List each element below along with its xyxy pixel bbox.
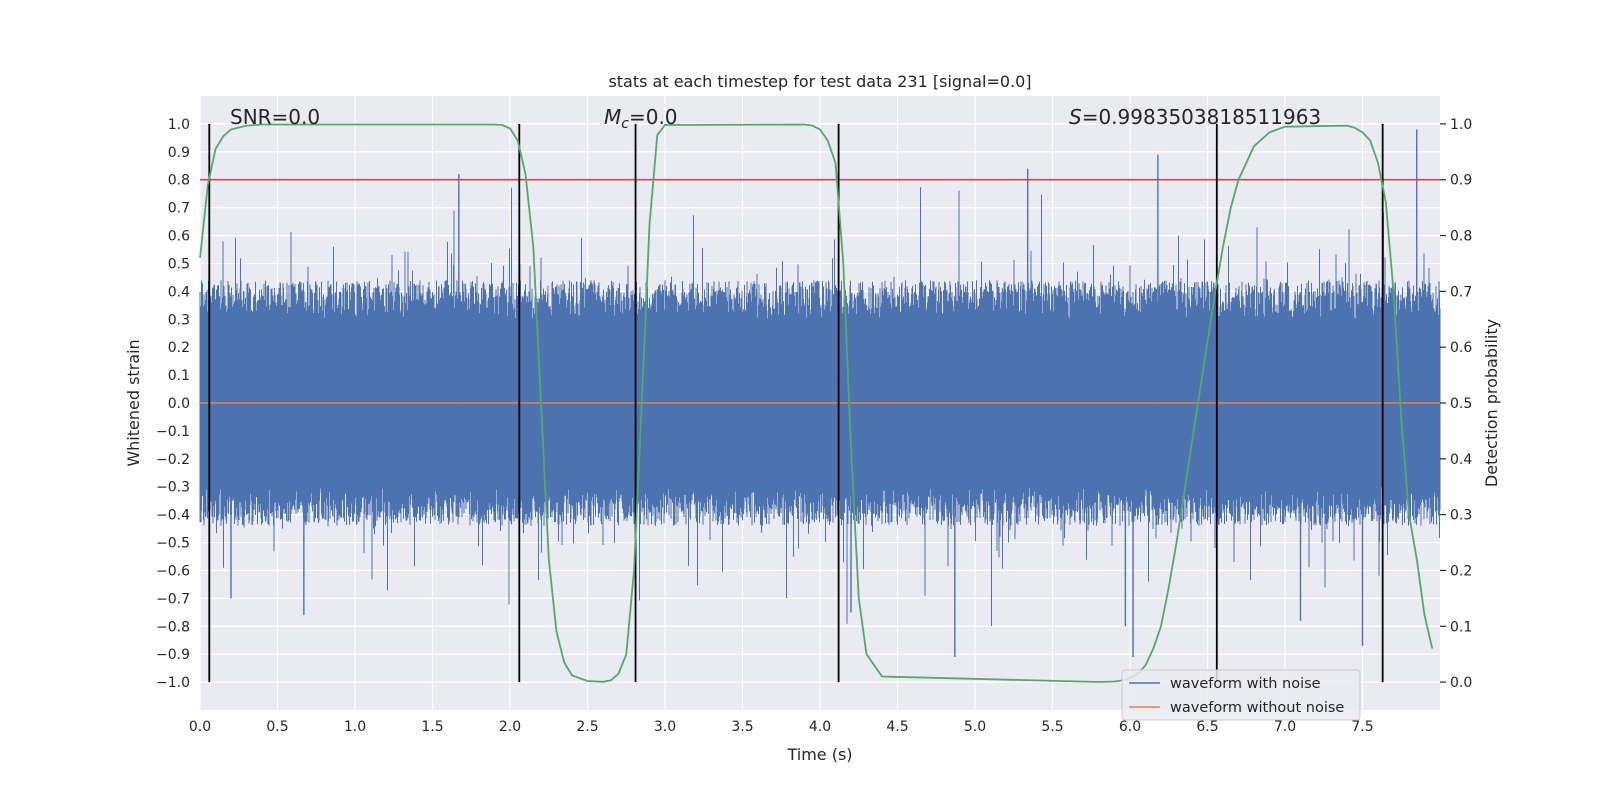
y-tick-label: −1.0 [156,675,190,691]
x-tick-label: 2.0 [499,719,521,735]
mc-subscript: c [621,116,629,132]
s-symbol: S [1069,105,1082,129]
legend-box [1121,669,1361,721]
x-tick-label: 7.0 [1274,719,1296,735]
x-tick-label: 7.5 [1351,719,1373,735]
y-tick-label: −0.1 [156,424,190,440]
chart-title: stats at each timestep for test data 231… [608,72,1031,91]
y2-tick-label: 0.6 [1450,340,1472,356]
y-tick-label: −0.3 [156,480,190,496]
y2-tick-label: 0.5 [1450,396,1472,412]
snr-annotation: SNR=0.0 [230,105,320,129]
y-axis-label: Whitened strain [124,339,143,466]
x-tick-label: 6.5 [1196,719,1218,735]
x-tick-label: 1.5 [421,719,443,735]
lines-layer [199,123,1440,683]
y-tick-label: −0.8 [156,619,190,635]
y2-tick-label: 0.9 [1450,173,1472,189]
y-tick-label: −0.2 [156,452,190,468]
legend: waveform with noise waveform without noi… [1121,669,1361,721]
legend-label-noise: waveform with noise [1170,676,1321,692]
x-tick-label: 6.0 [1119,719,1141,735]
y-tick-label: 0.2 [168,340,190,356]
y-tick-label: −0.5 [156,536,190,552]
x-tick-label: 4.5 [886,719,908,735]
x-tick-label: 2.5 [576,719,598,735]
x-tick-label: 3.5 [731,719,753,735]
y-tick-label: 0.1 [168,368,190,384]
y-tick-label: 1.0 [168,117,190,133]
x-axis-label: Time (s) [786,745,852,764]
y-tick-label: −0.7 [156,591,190,607]
y2-tick-label: 1.0 [1450,117,1472,133]
y2-tick-label: 0.0 [1450,675,1472,691]
y2-tick-label: 0.3 [1450,508,1472,524]
y2-tick-label: 0.4 [1450,452,1472,468]
x-tick-label: 4.0 [809,719,831,735]
x-tick-label: 3.0 [654,719,676,735]
y-tick-label: 0.8 [168,173,190,189]
mc-value: =0.0 [629,105,678,129]
legend-label-clean: waveform without noise [1170,700,1344,716]
y-tick-label: −0.9 [156,647,190,663]
tick-layer: 0.0 0.5 1.0 1.5 2.0 2.5 3.0 3.5 4.0 4.5 5.0 5.5 6.0 6… [156,117,1472,735]
y-tick-label: 0.7 [168,201,190,217]
y-tick-label: 0.3 [168,312,190,328]
y2-tick-label: 0.1 [1450,619,1472,635]
y2-tick-label: 0.7 [1450,284,1472,300]
y-tick-label: −0.4 [156,508,190,524]
x-tick-label: 5.5 [1041,719,1063,735]
mc-symbol: M [604,105,621,129]
y2-tick-label: 0.8 [1450,229,1472,245]
y-tick-label: 0.4 [168,284,190,300]
y-tick-label: −0.6 [156,563,190,579]
x-tick-label: 5.0 [964,719,986,735]
x-tick-label: 0.0 [189,719,211,735]
x-tick-label: 0.5 [266,719,288,735]
y2-tick-label: 0.2 [1450,563,1472,579]
s-annotation: S=0.9983503818511963 [1069,105,1321,129]
x-tick-label: 1.0 [344,719,366,735]
s-value: =0.9983503818511963 [1082,105,1321,129]
y-tick-label: 0.5 [168,256,190,272]
y2-axis-label: Detection probability [1482,319,1501,487]
probability-curve [199,123,1434,683]
y-tick-label: 0.0 [168,396,190,412]
y-tick-label: 0.9 [168,145,190,161]
mc-annotation: Mc=0.0 [604,105,678,132]
y-tick-label: 0.6 [168,229,190,245]
